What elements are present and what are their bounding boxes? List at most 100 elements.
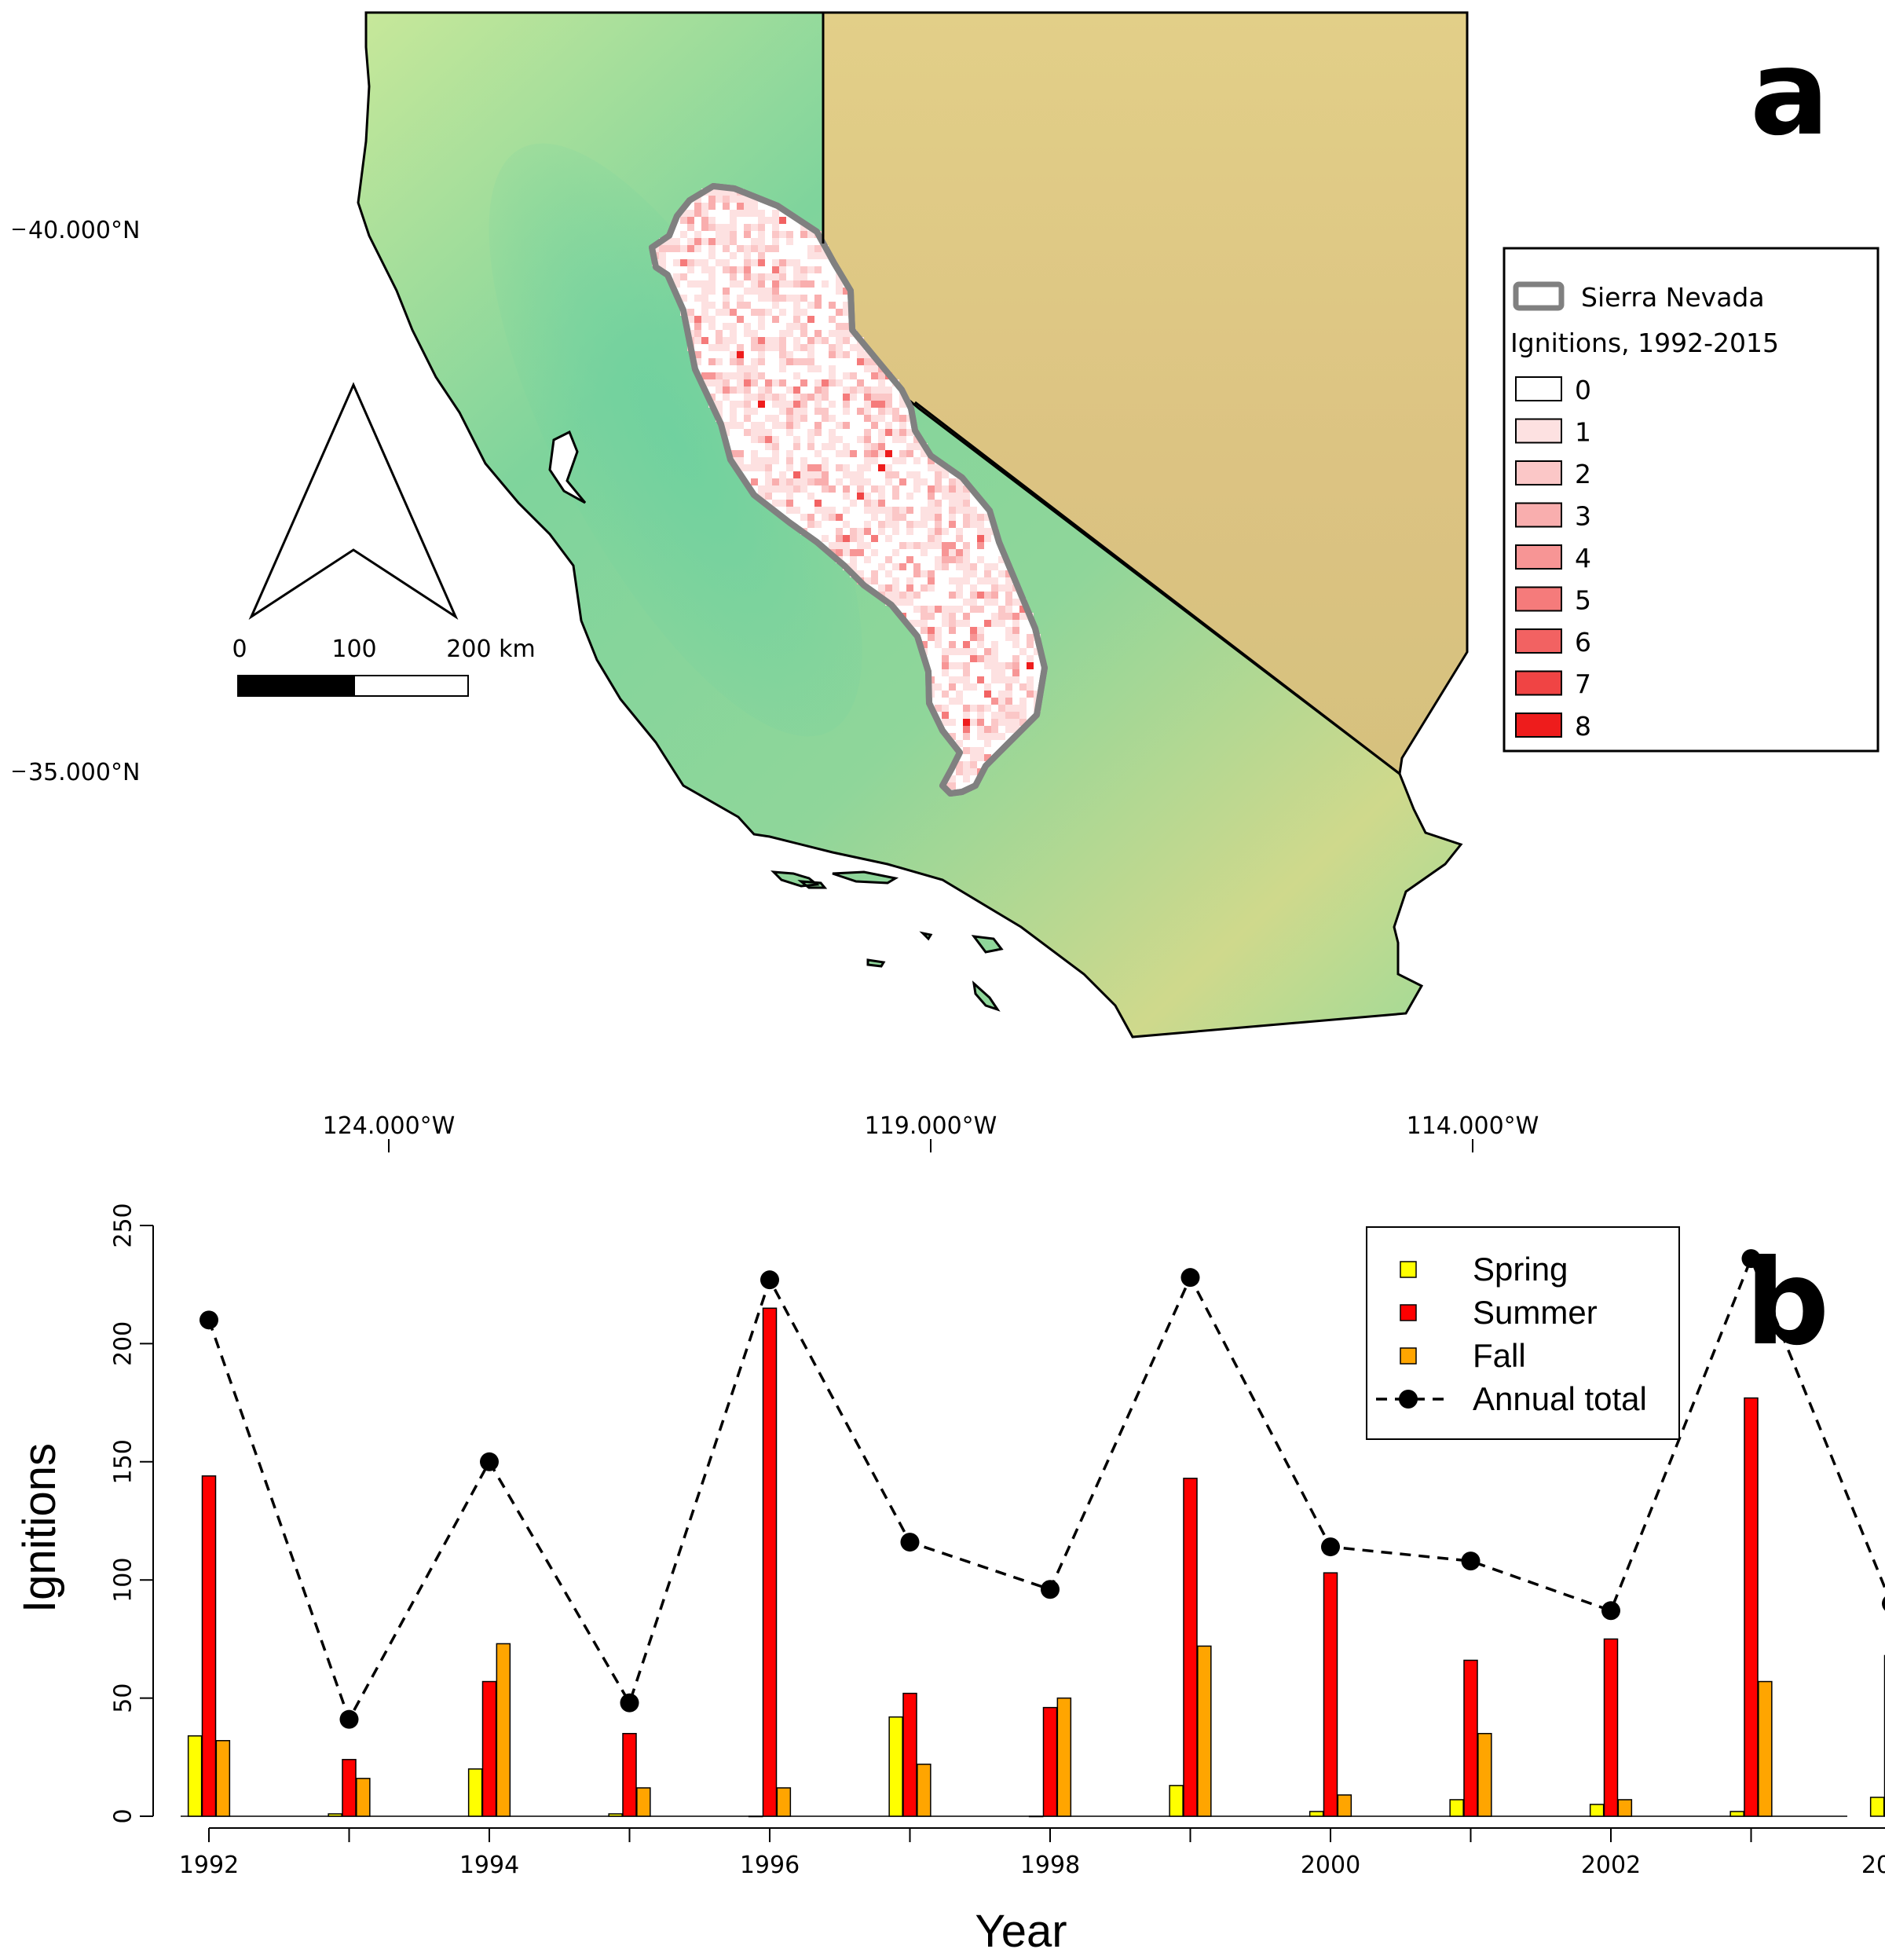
ignition-pixel	[673, 280, 680, 288]
ignition-pixel	[730, 189, 737, 196]
ignition-pixel	[977, 676, 984, 683]
bar-summer	[342, 1759, 357, 1817]
ignition-pixel	[871, 387, 878, 394]
ignition-pixel	[829, 415, 836, 422]
lon-tick-label: 114.000°W	[1407, 1112, 1539, 1140]
ignition-pixel	[708, 266, 716, 273]
ignition-pixel	[744, 387, 751, 394]
ignition-pixel	[942, 563, 949, 570]
ignition-pixel	[935, 606, 942, 613]
legend-class-swatch	[1515, 544, 1562, 570]
ignition-pixel	[970, 584, 977, 592]
bars	[181, 1307, 1885, 1818]
ignition-pixel	[723, 379, 730, 387]
ignition-pixel	[977, 754, 984, 761]
legend-class-label: 1	[1575, 417, 1591, 448]
ignition-pixel	[786, 323, 793, 330]
ignition-pixel	[694, 196, 701, 203]
ignition-pixel	[921, 549, 928, 556]
ignition-pixel	[807, 521, 814, 528]
ignition-pixel	[800, 295, 807, 302]
x-tick-label: 1996	[740, 1852, 800, 1879]
ignition-pixel	[956, 478, 963, 485]
ignition-pixel	[730, 401, 737, 408]
ignition-pixel	[892, 514, 899, 521]
ignition-pixel	[814, 521, 822, 528]
ignition-pixel	[807, 514, 814, 521]
ignition-pixel	[956, 577, 963, 584]
ignition-pixel	[708, 379, 716, 387]
ignition-pixel	[836, 323, 843, 330]
ignition-pixel	[991, 662, 998, 669]
ignition-pixel	[694, 259, 701, 266]
bar-spring	[1028, 1815, 1044, 1818]
ignition-pixel	[659, 252, 666, 259]
ignition-pixel	[723, 288, 730, 295]
ignition-pixel	[970, 705, 977, 712]
ignition-pixel	[906, 429, 913, 436]
ignition-pixel	[864, 394, 871, 401]
ignition-pixel	[942, 549, 949, 556]
ignition-pixel	[779, 500, 786, 507]
ignition-pixel	[822, 478, 829, 485]
ignition-pixel	[793, 259, 800, 266]
ignition-pixel	[701, 217, 708, 224]
ignition-pixel	[963, 775, 970, 782]
ignition-pixel	[949, 662, 956, 669]
ignition-pixel	[921, 507, 928, 514]
ignition-pixel	[779, 351, 786, 358]
ignition-pixel	[878, 485, 885, 493]
ignition-pixel	[673, 238, 680, 245]
ignition-pixel	[935, 528, 942, 535]
ignition-pixel	[850, 528, 857, 535]
ignition-pixel	[1005, 577, 1012, 584]
ignition-pixel	[956, 535, 963, 542]
ignition-pixel	[963, 556, 970, 563]
ignition-pixel	[814, 422, 822, 429]
ignition-pixel	[779, 309, 786, 316]
ignition-pixel	[694, 337, 701, 344]
ignition-pixel	[779, 485, 786, 493]
ignition-pixel	[723, 295, 730, 302]
ignition-pixel	[751, 365, 758, 372]
ignition-pixel	[751, 273, 758, 280]
y-tick-label: 100	[110, 1558, 137, 1603]
ignition-pixel	[843, 387, 850, 394]
ignition-pixel	[772, 344, 779, 351]
ignition-pixel	[956, 556, 963, 563]
ignition-pixel	[963, 733, 970, 740]
ignition-pixel	[843, 471, 850, 478]
ignition-pixel	[800, 464, 807, 471]
ignition-pixel	[878, 387, 885, 394]
panel-a-map: 40.000°N 35.000°N 124.000°W 119.000°W 11…	[13, 11, 1880, 1152]
ignition-pixel	[857, 436, 864, 443]
ignition-pixel	[843, 302, 850, 309]
ignition-pixel	[885, 471, 892, 478]
ignition-pixel	[977, 719, 984, 726]
ignition-pixel	[758, 337, 765, 344]
ignition-pixel	[949, 514, 956, 521]
ignition-pixel	[984, 733, 991, 740]
bar-spring	[748, 1815, 763, 1818]
annual-total-point	[339, 1709, 359, 1729]
ignition-pixel	[744, 365, 751, 372]
ignition-pixel	[1019, 712, 1027, 719]
ignition-pixel	[744, 408, 751, 415]
ignition-pixel	[843, 309, 850, 316]
ignition-pixel	[843, 507, 850, 514]
ignition-pixel	[772, 457, 779, 464]
ignition-pixel	[843, 330, 850, 337]
ignition-pixel	[687, 210, 694, 217]
ignition-pixel	[871, 500, 878, 507]
ignition-pixel	[744, 252, 751, 259]
ignition-pixel	[970, 606, 977, 613]
ignition-pixel	[737, 196, 744, 203]
ignition-pixel	[991, 613, 998, 620]
ignition-pixel	[871, 570, 878, 577]
ignition-pixel	[716, 358, 723, 365]
ignition-pixel	[949, 478, 956, 485]
ignition-pixel	[779, 273, 786, 280]
ignition-pixel	[857, 570, 864, 577]
ignition-pixel	[822, 507, 829, 514]
x-axis: 1992199419961998200020022004200620082010…	[179, 1827, 1885, 1879]
